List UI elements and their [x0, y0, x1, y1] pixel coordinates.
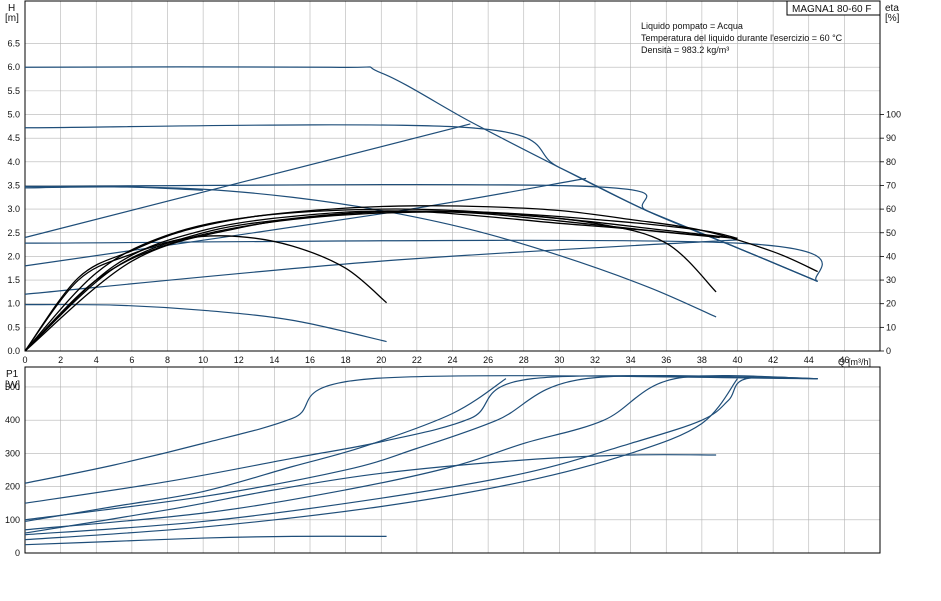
y-tick-label-power: 0 — [15, 548, 20, 558]
y2-tick-label: 40 — [886, 251, 896, 261]
x-tick-label: 8 — [165, 355, 170, 365]
x-tick-label: 0 — [22, 355, 27, 365]
y-tick-label: 5.5 — [7, 86, 20, 96]
y-tick-label: 4.0 — [7, 157, 20, 167]
y-tick-label-power: 100 — [5, 515, 20, 525]
y-tick-label: 0.5 — [7, 322, 20, 332]
top-plot-frame — [24, 0, 881, 352]
x-tick-label: 36 — [661, 355, 671, 365]
x-tick-label: 26 — [483, 355, 493, 365]
y-tick-label-power: 500 — [5, 382, 20, 392]
x-tick-label: 10 — [198, 355, 208, 365]
axes-bottom: 0 100 200 300 400 500 — [5, 382, 20, 558]
y-axis-label: H — [8, 3, 15, 14]
power-curve — [24, 454, 717, 534]
x-tick-label: 14 — [269, 355, 279, 365]
x-tick-label: 46 — [839, 355, 849, 365]
y-tick-label: 2.5 — [7, 228, 20, 238]
bottom-plot-frame — [24, 366, 881, 554]
power-curve — [24, 378, 507, 523]
x-tick-label: 4 — [94, 355, 99, 365]
y2-tick-label: 20 — [886, 299, 896, 309]
info-temperature: Temperatura del liquido durante l'eserci… — [641, 33, 843, 43]
x-tick-label: 2 — [58, 355, 63, 365]
x-tick-label: 32 — [590, 355, 600, 365]
x-tick-label: 44 — [804, 355, 814, 365]
y-tick-label-power: 400 — [5, 415, 20, 425]
y2-tick-label: 50 — [886, 228, 896, 238]
power-curve — [24, 376, 818, 536]
x-axis-unit: [m³/h] — [848, 357, 871, 367]
y2-tick-label: 10 — [886, 322, 896, 332]
y2-tick-label: 80 — [886, 157, 896, 167]
operating-curve — [24, 235, 388, 352]
model-name: MAGNA1 80-60 F — [792, 4, 871, 15]
head-curve — [24, 183, 818, 283]
info-density: Densità = 983.2 kg/m³ — [641, 45, 729, 55]
y-axis-unit-power: [W] — [5, 380, 20, 391]
curves-bottom — [24, 374, 818, 546]
x-tick-label: 42 — [768, 355, 778, 365]
y-axis-label-power: P1 — [6, 369, 19, 380]
y-tick-label: 6.0 — [7, 62, 20, 72]
power-curve — [24, 535, 387, 546]
eta-curve — [24, 185, 204, 191]
power-curve — [24, 374, 818, 531]
y2-axis-label: eta — [885, 3, 899, 14]
x-tick-label: 34 — [626, 355, 636, 365]
x-tick-label: 18 — [341, 355, 351, 365]
y2-tick-label: 0 — [886, 346, 891, 356]
x-tick-label: 40 — [732, 355, 742, 365]
power-curve — [24, 378, 738, 541]
x-tick-label: 30 — [554, 355, 564, 365]
y-tick-label: 5.0 — [7, 110, 20, 120]
model-box — [786, 0, 881, 16]
eta-curve — [24, 123, 471, 239]
x-tick-label: 28 — [519, 355, 529, 365]
y-tick-label: 1.5 — [7, 275, 20, 285]
y2-axis-unit: [%] — [885, 13, 900, 24]
x-tick-label: 24 — [447, 355, 457, 365]
info-fluid: Liquido pompato = Acqua — [641, 21, 743, 31]
x-tick-label: 16 — [305, 355, 315, 365]
y-tick-label-power: 200 — [5, 482, 20, 492]
x-axis-label: Q — [838, 357, 845, 367]
y-tick-label-power: 300 — [5, 448, 20, 458]
x-tick-label: 22 — [412, 355, 422, 365]
y2-tick-label: 60 — [886, 204, 896, 214]
y-tick-label: 4.5 — [7, 133, 20, 143]
y-tick-label: 6.5 — [7, 39, 20, 49]
curves-top — [24, 66, 823, 352]
axes-top: 0 2 4 6 8 10 12 14 16 18 20 22 24 26 28 30 32 34 36 38 40 42 4… — [7, 39, 901, 365]
grid-top — [25, 1, 880, 351]
y-tick-label: 2.0 — [7, 251, 20, 261]
y-tick-label: 3.0 — [7, 204, 20, 214]
head-curve — [24, 303, 387, 343]
operating-curve — [24, 210, 738, 352]
y2-tick-label: 90 — [886, 133, 896, 143]
x-tick-label: 12 — [234, 355, 244, 365]
operating-curve — [24, 210, 720, 352]
eta-curve — [24, 239, 738, 295]
y-axis-unit: [m] — [5, 13, 19, 24]
y2-tick-label: 100 — [886, 110, 901, 120]
eta-curve — [24, 177, 587, 267]
y-tick-label: 3.5 — [7, 180, 20, 190]
y2-tick-label: 30 — [886, 275, 896, 285]
x-tick-label: 20 — [376, 355, 386, 365]
y-tick-label: 0.0 — [7, 346, 20, 356]
x-tick-label: 6 — [129, 355, 134, 365]
y2-tick-label: 70 — [886, 180, 896, 190]
power-curve — [24, 374, 818, 521]
y-tick-label: 1.0 — [7, 299, 20, 309]
x-tick-label: 38 — [697, 355, 707, 365]
power-curve — [24, 375, 818, 504]
